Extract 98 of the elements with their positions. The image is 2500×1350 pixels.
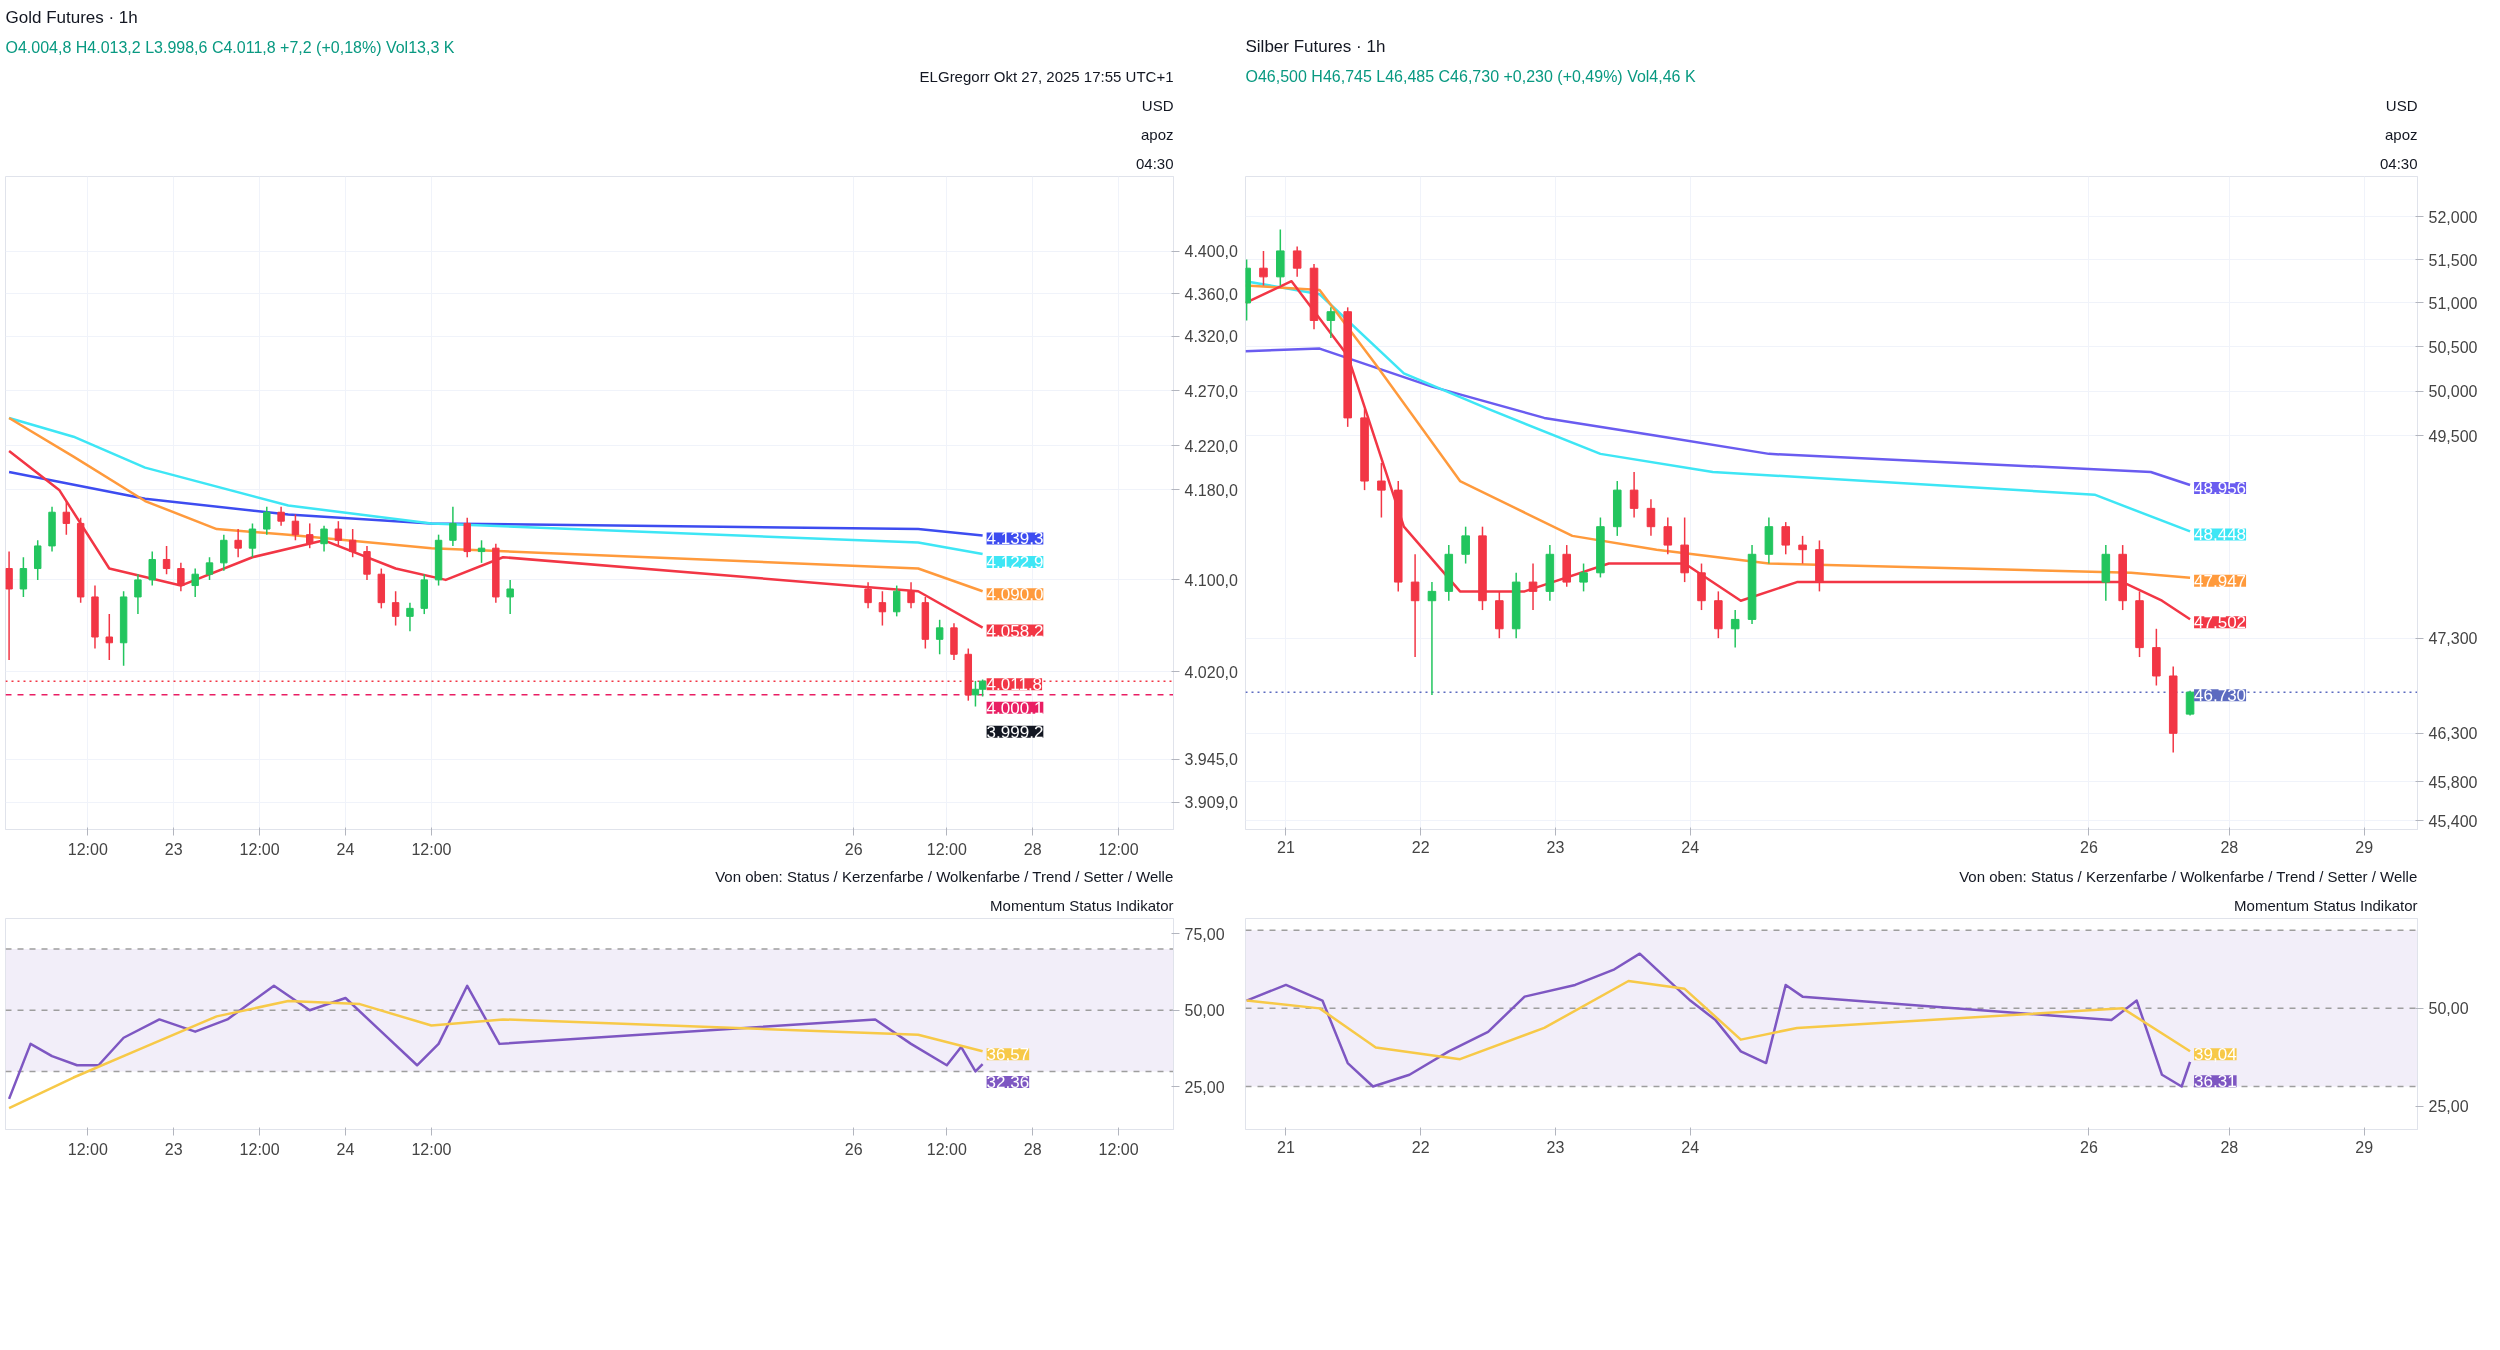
- y-tick-label: 51,500: [2428, 251, 2478, 269]
- x-tick-label: 12:00: [926, 840, 967, 858]
- candlestick: [1629, 471, 1639, 519]
- candlestick: [1781, 521, 1791, 556]
- text: USD: [2385, 96, 2418, 114]
- y-tick-label: 50,00: [1184, 1002, 1225, 1020]
- y-tick-label: 4.220,0: [1184, 437, 1238, 455]
- y-tick-label: 45,800: [2428, 773, 2478, 791]
- y-tick-label: 50,500: [2428, 338, 2478, 356]
- text: ELGregorr Okt 27, 2025 17:55 UTC+1: [919, 67, 1174, 85]
- candlestick: [1730, 609, 1740, 649]
- annotation: 48,448: [2194, 525, 2247, 545]
- x-tick-label: 22: [1411, 838, 1430, 856]
- x-tick-label: 26: [2080, 1138, 2098, 1156]
- chart-title: Gold Futures · 1h: [5, 7, 138, 27]
- x-tick-label: 12:00: [67, 840, 108, 858]
- y-tick-label: 4.100,0: [1184, 571, 1238, 589]
- text: USD: [1141, 96, 1174, 114]
- text: Von oben: Status / Kerzenfarbe / Wolkenfarbe / Trend / Setter / Welle: [715, 867, 1174, 885]
- x-tick-label: 24: [1681, 838, 1700, 856]
- y-tick-label: 4.270,0: [1184, 382, 1238, 400]
- x-tick-label: 12:00: [239, 840, 280, 858]
- annotation: 4.058,2: [986, 621, 1044, 641]
- candlestick: [1528, 562, 1538, 611]
- annotation: 32,36: [986, 1072, 1030, 1092]
- text: Von oben: Status / Kerzenfarbe / Wolkenfarbe / Trend / Setter / Welle: [1959, 867, 2418, 885]
- annotation: 39,04: [2194, 1045, 2237, 1065]
- annotation: 46,730: [2194, 686, 2247, 706]
- chart-subtitle: O4.004,8 H4.013,2 L3.998,6 C4.011,8 +7,2 (+0,18%) Vol13,3 K: [5, 38, 455, 56]
- y-tick-label: 4.180,0: [1184, 481, 1238, 499]
- y-tick-label: 47,300: [2428, 630, 2478, 648]
- y-tick-label: 25,00: [1184, 1078, 1225, 1096]
- annotation: 3.999,2: [986, 722, 1044, 742]
- x-tick-label: 21: [1277, 1138, 1295, 1156]
- annotation: 47,502: [2194, 613, 2247, 633]
- y-tick-label: 4.400,0: [1184, 243, 1238, 261]
- annotation: 48,956: [2194, 479, 2247, 499]
- x-tick-label: 28: [2220, 1138, 2239, 1156]
- x-tick-label: 26: [844, 1140, 863, 1158]
- candlestick: [1663, 516, 1673, 556]
- x-tick-label: 26: [2080, 838, 2098, 856]
- x-tick-label: 29: [2355, 1138, 2374, 1156]
- annotation: 4.122,9: [986, 553, 1044, 573]
- x-tick-label: 28: [1023, 1140, 1042, 1158]
- x-tick-label: 21: [1277, 838, 1295, 856]
- x-tick-label: 23: [164, 1140, 183, 1158]
- x-tick-label: 24: [1681, 1138, 1700, 1156]
- x-tick-label: 12:00: [1098, 840, 1139, 858]
- x-tick-label: 23: [1546, 1138, 1565, 1156]
- x-tick-label: 28: [1023, 840, 1042, 858]
- y-tick-label: 50,00: [2428, 1000, 2469, 1018]
- x-tick-label: 12:00: [411, 840, 452, 858]
- x-tick-label: 26: [844, 840, 863, 858]
- text: apoz: [1140, 125, 1174, 143]
- annotation: 47,947: [2194, 571, 2247, 591]
- y-tick-label: 3.909,0: [1184, 794, 1238, 812]
- y-tick-label: 25,00: [2428, 1098, 2469, 1116]
- y-tick-label: 49,500: [2428, 427, 2478, 445]
- candlestick: [1326, 306, 1336, 339]
- x-tick-label: 12:00: [926, 1140, 967, 1158]
- x-tick-label: 23: [164, 840, 183, 858]
- y-tick-label: 52,000: [2428, 208, 2478, 226]
- annotation: 4.090,0: [986, 585, 1044, 605]
- chart-title: Silber Futures · 1h: [1245, 36, 1386, 56]
- x-tick-label: 29: [2355, 838, 2374, 856]
- candlestick: [1410, 553, 1420, 658]
- y-tick-label: 75,00: [1184, 925, 1225, 943]
- y-tick-label: 51,000: [2428, 294, 2478, 312]
- y-tick-label: 4.020,0: [1184, 663, 1238, 681]
- x-tick-label: 12:00: [67, 1140, 108, 1158]
- x-tick-label: 22: [1411, 1138, 1430, 1156]
- x-tick-label: 28: [2220, 838, 2239, 856]
- annotation: 4.139,3: [986, 529, 1044, 549]
- annotation: 4.011,8: [986, 675, 1043, 695]
- text: Momentum Status Indikator: [2234, 896, 2418, 914]
- y-tick-label: 4.360,0: [1184, 285, 1238, 303]
- x-tick-label: 24: [336, 840, 355, 858]
- annotation: 4.000,1: [986, 698, 1044, 718]
- y-tick-label: 3.945,0: [1184, 751, 1238, 769]
- text: Momentum Status Indikator: [990, 896, 1174, 914]
- y-tick-label: 50,000: [2428, 383, 2478, 401]
- chart-subtitle: O46,500 H46,745 L46,485 C46,730 +0,230 (+0,49%) Vol4,46 K: [1245, 67, 1696, 85]
- x-tick-label: 12:00: [239, 1140, 280, 1158]
- text: 04:30: [1135, 154, 1174, 172]
- text: apoz: [2384, 125, 2418, 143]
- x-tick-label: 23: [1546, 838, 1565, 856]
- x-tick-label: 24: [336, 1140, 355, 1158]
- text: 04:30: [2379, 154, 2418, 172]
- annotation: 36,31: [2194, 1072, 2237, 1092]
- annotation: 36,57: [986, 1045, 1030, 1065]
- y-tick-label: 45,400: [2428, 812, 2478, 830]
- candlestick: [1292, 245, 1302, 278]
- candlestick: [1646, 498, 1656, 537]
- y-tick-label: 4.320,0: [1184, 328, 1238, 346]
- candlestick: [1427, 581, 1437, 696]
- x-tick-label: 12:00: [411, 1140, 452, 1158]
- y-tick-label: 46,300: [2428, 725, 2478, 743]
- x-tick-label: 12:00: [1098, 1140, 1139, 1158]
